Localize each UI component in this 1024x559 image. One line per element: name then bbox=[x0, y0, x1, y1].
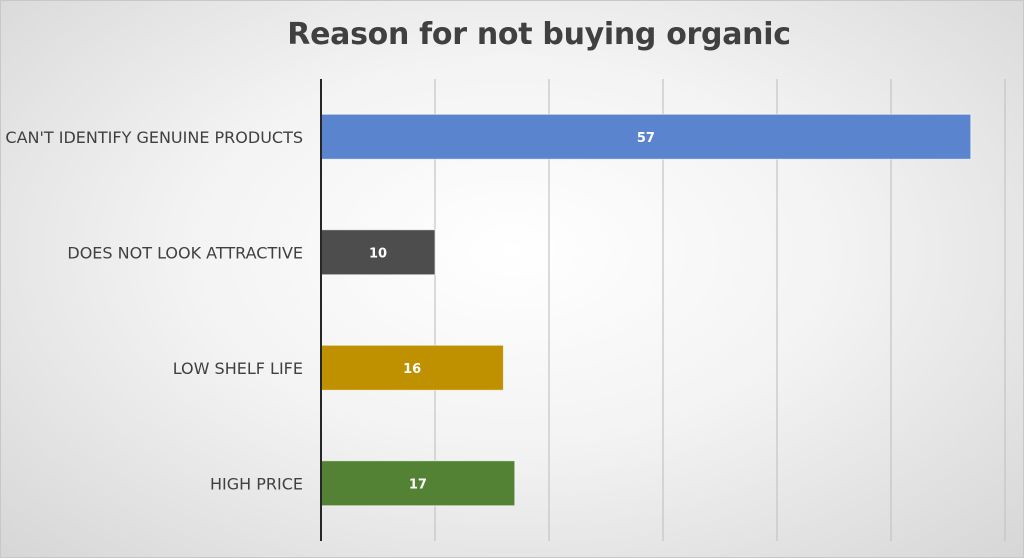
category-label: HIGH PRICE bbox=[210, 474, 303, 493]
bar bbox=[320, 229, 436, 276]
category-label: DOES NOT LOOK ATTRACTIVE bbox=[67, 243, 303, 262]
data-label: 17 bbox=[409, 477, 427, 492]
data-label: 57 bbox=[637, 131, 655, 146]
data-label: 16 bbox=[403, 362, 421, 377]
category-labels: CAN'T IDENTIFY GENUINE PRODUCTS DOES NOT … bbox=[5, 128, 303, 494]
category-label: CAN'T IDENTIFY GENUINE PRODUCTS bbox=[5, 128, 303, 147]
bar bbox=[320, 113, 972, 160]
data-label: 10 bbox=[369, 246, 387, 261]
bar bbox=[320, 344, 504, 391]
data-labels: 57 10 16 17 bbox=[369, 131, 655, 493]
chart-title: Reason for not buying organic bbox=[287, 17, 791, 52]
bars bbox=[320, 113, 972, 507]
bar bbox=[320, 460, 516, 507]
category-label: LOW SHELF LIFE bbox=[173, 359, 303, 378]
